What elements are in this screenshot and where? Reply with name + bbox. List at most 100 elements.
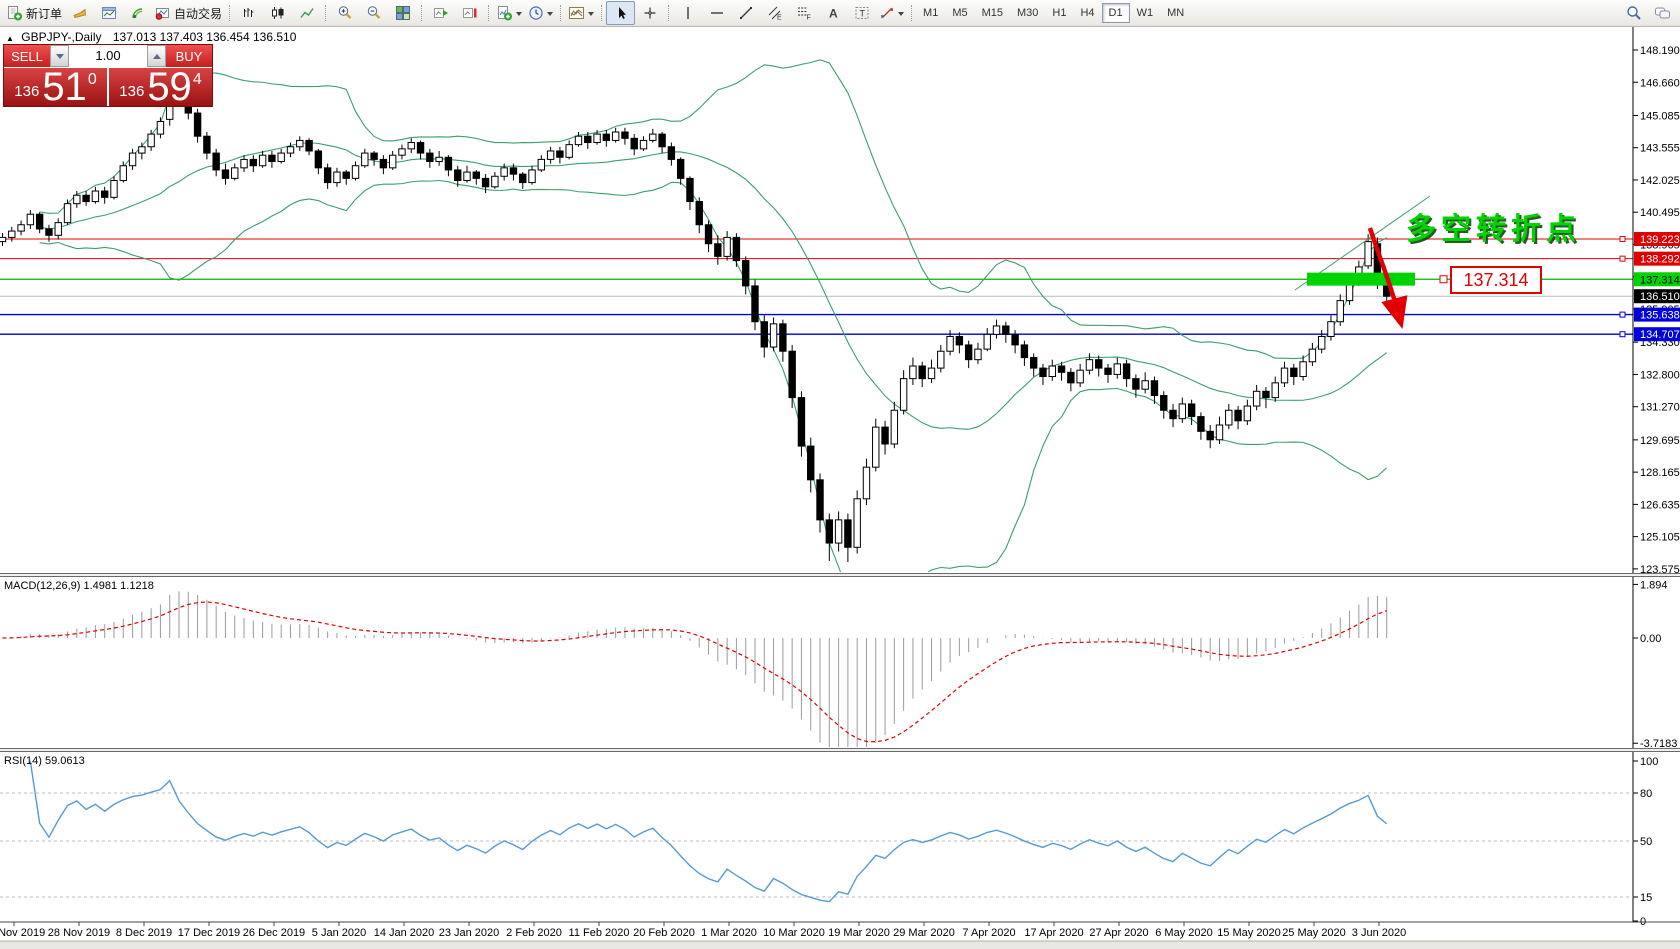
svg-text:11 Feb 2020: 11 Feb 2020 bbox=[569, 927, 630, 939]
svg-text:19 Mar 2020: 19 Mar 2020 bbox=[828, 927, 890, 939]
timeframe-m5[interactable]: M5 bbox=[952, 7, 968, 19]
timeframe-m30[interactable]: M30 bbox=[1017, 7, 1039, 19]
svg-text:17 Dec 2019: 17 Dec 2019 bbox=[178, 927, 240, 939]
rsi-indicator-label: RSI(14) 59.0613 bbox=[4, 755, 85, 767]
search-icon[interactable] bbox=[1619, 1, 1648, 25]
chart-shift-button[interactable] bbox=[455, 1, 484, 25]
chart-title: ▲ GBPJPY-,Daily 137.013 137.403 136.454 … bbox=[6, 30, 296, 44]
svg-text:139.223: 139.223 bbox=[1640, 234, 1680, 246]
price-level-annotation-box[interactable]: 137.314 bbox=[1450, 266, 1542, 294]
one-click-trading-panel: SELL 1.00 BUY 136 51 0 136 59 4 bbox=[3, 44, 213, 107]
svg-text:131.270: 131.270 bbox=[1640, 402, 1680, 414]
svg-text:135.638: 135.638 bbox=[1640, 310, 1680, 322]
channel-tool-button[interactable]: E bbox=[760, 1, 789, 25]
horizontal-line-tool-button[interactable] bbox=[702, 1, 731, 25]
autotrading-label: 自动交易 bbox=[174, 6, 223, 21]
chevron-down-icon bbox=[516, 12, 523, 19]
buy-price-sup: 4 bbox=[192, 71, 202, 88]
bar-chart-button[interactable] bbox=[234, 1, 263, 25]
toolbar-separator bbox=[560, 5, 562, 21]
arrows-tool-button[interactable] bbox=[876, 1, 907, 25]
cursor-tool-button[interactable] bbox=[606, 1, 636, 25]
svg-text:15: 15 bbox=[1640, 892, 1652, 904]
text-tool-button[interactable]: A bbox=[818, 1, 847, 25]
autotrading-button[interactable]: 自动交易 bbox=[152, 1, 225, 25]
sell-price-int: 136 bbox=[14, 83, 40, 100]
svg-text:80: 80 bbox=[1640, 788, 1652, 800]
svg-text:20 Feb 2020: 20 Feb 2020 bbox=[633, 927, 695, 939]
turning-point-annotation[interactable]: 多空转折点 bbox=[1406, 213, 1581, 246]
profiles-button[interactable] bbox=[525, 1, 556, 25]
timeframe-group: M1 M5 M15 M30 H1 H4 D1 W1 MN bbox=[916, 3, 1191, 23]
svg-text:A: A bbox=[829, 7, 838, 21]
svg-text:8 Dec 2019: 8 Dec 2019 bbox=[116, 927, 172, 939]
line-chart-button[interactable] bbox=[292, 1, 321, 25]
svg-text:T: T bbox=[859, 9, 865, 19]
toolbar: 新订单 自动交易 E F A T bbox=[0, 0, 1680, 27]
svg-text:7 Apr 2020: 7 Apr 2020 bbox=[962, 927, 1015, 939]
tile-windows-button[interactable] bbox=[388, 1, 417, 25]
svg-text:23 Jan 2020: 23 Jan 2020 bbox=[439, 927, 500, 939]
sell-price[interactable]: 136 51 0 bbox=[4, 65, 107, 109]
timeframe-h1[interactable]: H1 bbox=[1052, 7, 1067, 19]
chevron-down-icon bbox=[588, 12, 595, 19]
volume-decrease-button[interactable] bbox=[50, 45, 69, 67]
zoom-in-button[interactable] bbox=[330, 1, 359, 25]
svg-text:28 Nov 2019: 28 Nov 2019 bbox=[48, 927, 110, 939]
svg-text:125.105: 125.105 bbox=[1640, 532, 1680, 544]
timeframe-d1[interactable]: D1 bbox=[1101, 3, 1130, 23]
market-watch-icon[interactable] bbox=[94, 1, 123, 25]
svg-text:1.894: 1.894 bbox=[1640, 579, 1668, 591]
sell-button[interactable]: SELL bbox=[4, 45, 50, 67]
svg-text:F: F bbox=[806, 15, 810, 22]
alerts-icon[interactable] bbox=[65, 1, 94, 25]
svg-text:140.495: 140.495 bbox=[1640, 207, 1680, 219]
volume-value[interactable]: 1.00 bbox=[95, 48, 121, 63]
svg-text:143.555: 143.555 bbox=[1640, 143, 1680, 155]
svg-text:19 Nov 2019: 19 Nov 2019 bbox=[0, 927, 45, 939]
text-label-tool-button[interactable]: T bbox=[847, 1, 876, 25]
svg-text:146.660: 146.660 bbox=[1640, 77, 1680, 89]
chat-icon[interactable] bbox=[1648, 1, 1677, 25]
fibonacci-tool-button[interactable]: F bbox=[789, 1, 818, 25]
toolbar-separator bbox=[421, 5, 423, 21]
svg-text:E: E bbox=[777, 15, 782, 22]
svg-text:100: 100 bbox=[1640, 756, 1658, 768]
svg-text:17 Apr 2020: 17 Apr 2020 bbox=[1024, 927, 1083, 939]
window-collapse-icon[interactable]: ▲ bbox=[6, 34, 14, 43]
buy-price-int: 136 bbox=[119, 83, 145, 100]
svg-text:5 Jan 2020: 5 Jan 2020 bbox=[312, 927, 366, 939]
macd-indicator-label: MACD(12,26,9) 1.4981 1.1218 bbox=[4, 580, 154, 592]
toolbar-separator bbox=[911, 5, 913, 21]
svg-text:134.707: 134.707 bbox=[1640, 329, 1680, 341]
svg-text:123.575: 123.575 bbox=[1640, 564, 1680, 576]
timeframe-mn[interactable]: MN bbox=[1167, 7, 1185, 19]
timeframe-m15[interactable]: M15 bbox=[981, 7, 1003, 19]
sell-price-main: 51 bbox=[42, 65, 87, 109]
symbol-period-label: GBPJPY-,Daily bbox=[21, 30, 102, 44]
triangle-down-icon bbox=[55, 53, 64, 63]
svg-text:25 May 2020: 25 May 2020 bbox=[1282, 927, 1346, 939]
zoom-out-button[interactable] bbox=[359, 1, 388, 25]
timeframe-m1[interactable]: M1 bbox=[923, 7, 939, 19]
volume-increase-button[interactable] bbox=[147, 45, 166, 67]
toolbar-separator bbox=[488, 5, 490, 21]
vertical-line-tool-button[interactable] bbox=[673, 1, 702, 25]
indicators-button[interactable] bbox=[565, 1, 597, 25]
svg-text:132.800: 132.800 bbox=[1640, 369, 1680, 381]
timeframe-h4[interactable]: H4 bbox=[1080, 7, 1095, 19]
svg-text:137.314: 137.314 bbox=[1640, 274, 1680, 286]
svg-text:129.695: 129.695 bbox=[1640, 435, 1680, 447]
buy-button[interactable]: BUY bbox=[166, 45, 212, 67]
buy-price[interactable]: 136 59 4 bbox=[107, 67, 212, 107]
trendline-tool-button[interactable] bbox=[731, 1, 760, 25]
candlestick-chart-button[interactable] bbox=[263, 1, 292, 25]
new-chart-button[interactable] bbox=[493, 1, 525, 25]
auto-scroll-button[interactable] bbox=[426, 1, 455, 25]
new-order-button[interactable]: 新订单 bbox=[3, 1, 65, 25]
timeframe-w1[interactable]: W1 bbox=[1136, 7, 1154, 19]
svg-text:50: 50 bbox=[1640, 836, 1652, 848]
signals-icon[interactable] bbox=[123, 1, 152, 25]
crosshair-tool-button[interactable] bbox=[635, 1, 664, 25]
